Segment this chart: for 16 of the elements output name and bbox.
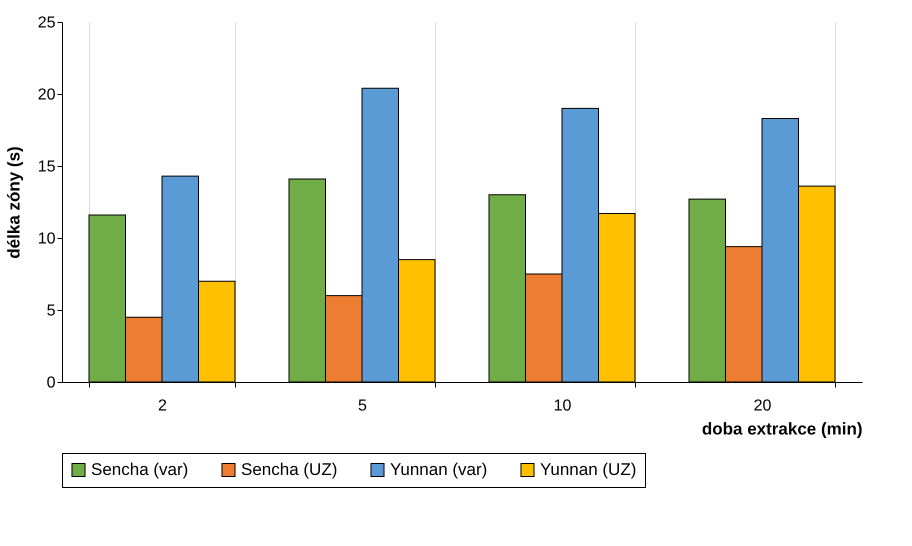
legend-label: Sencha (UZ) <box>241 460 338 479</box>
y-tick-label: 25 <box>38 14 56 32</box>
x-axis-title: doba extrakce (min) <box>702 420 862 438</box>
y-tick-label: 0 <box>46 374 56 392</box>
y-tick-label: 10 <box>38 230 56 248</box>
x-tick-label: 10 <box>554 398 572 414</box>
x-tick-label: 5 <box>358 398 368 414</box>
legend-label: Sencha (var) <box>91 460 188 479</box>
legend-label: Yunnan (UZ) <box>540 460 636 479</box>
y-axis-title: délka zóny (s) <box>4 146 24 259</box>
legend-label: Yunnan (var) <box>390 460 488 479</box>
x-tick-label: 20 <box>754 398 772 414</box>
y-tick-label: 5 <box>46 302 56 320</box>
y-tick-label: 15 <box>38 158 56 176</box>
x-tick-label: 2 <box>158 398 168 414</box>
y-tick-label: 20 <box>38 86 56 104</box>
